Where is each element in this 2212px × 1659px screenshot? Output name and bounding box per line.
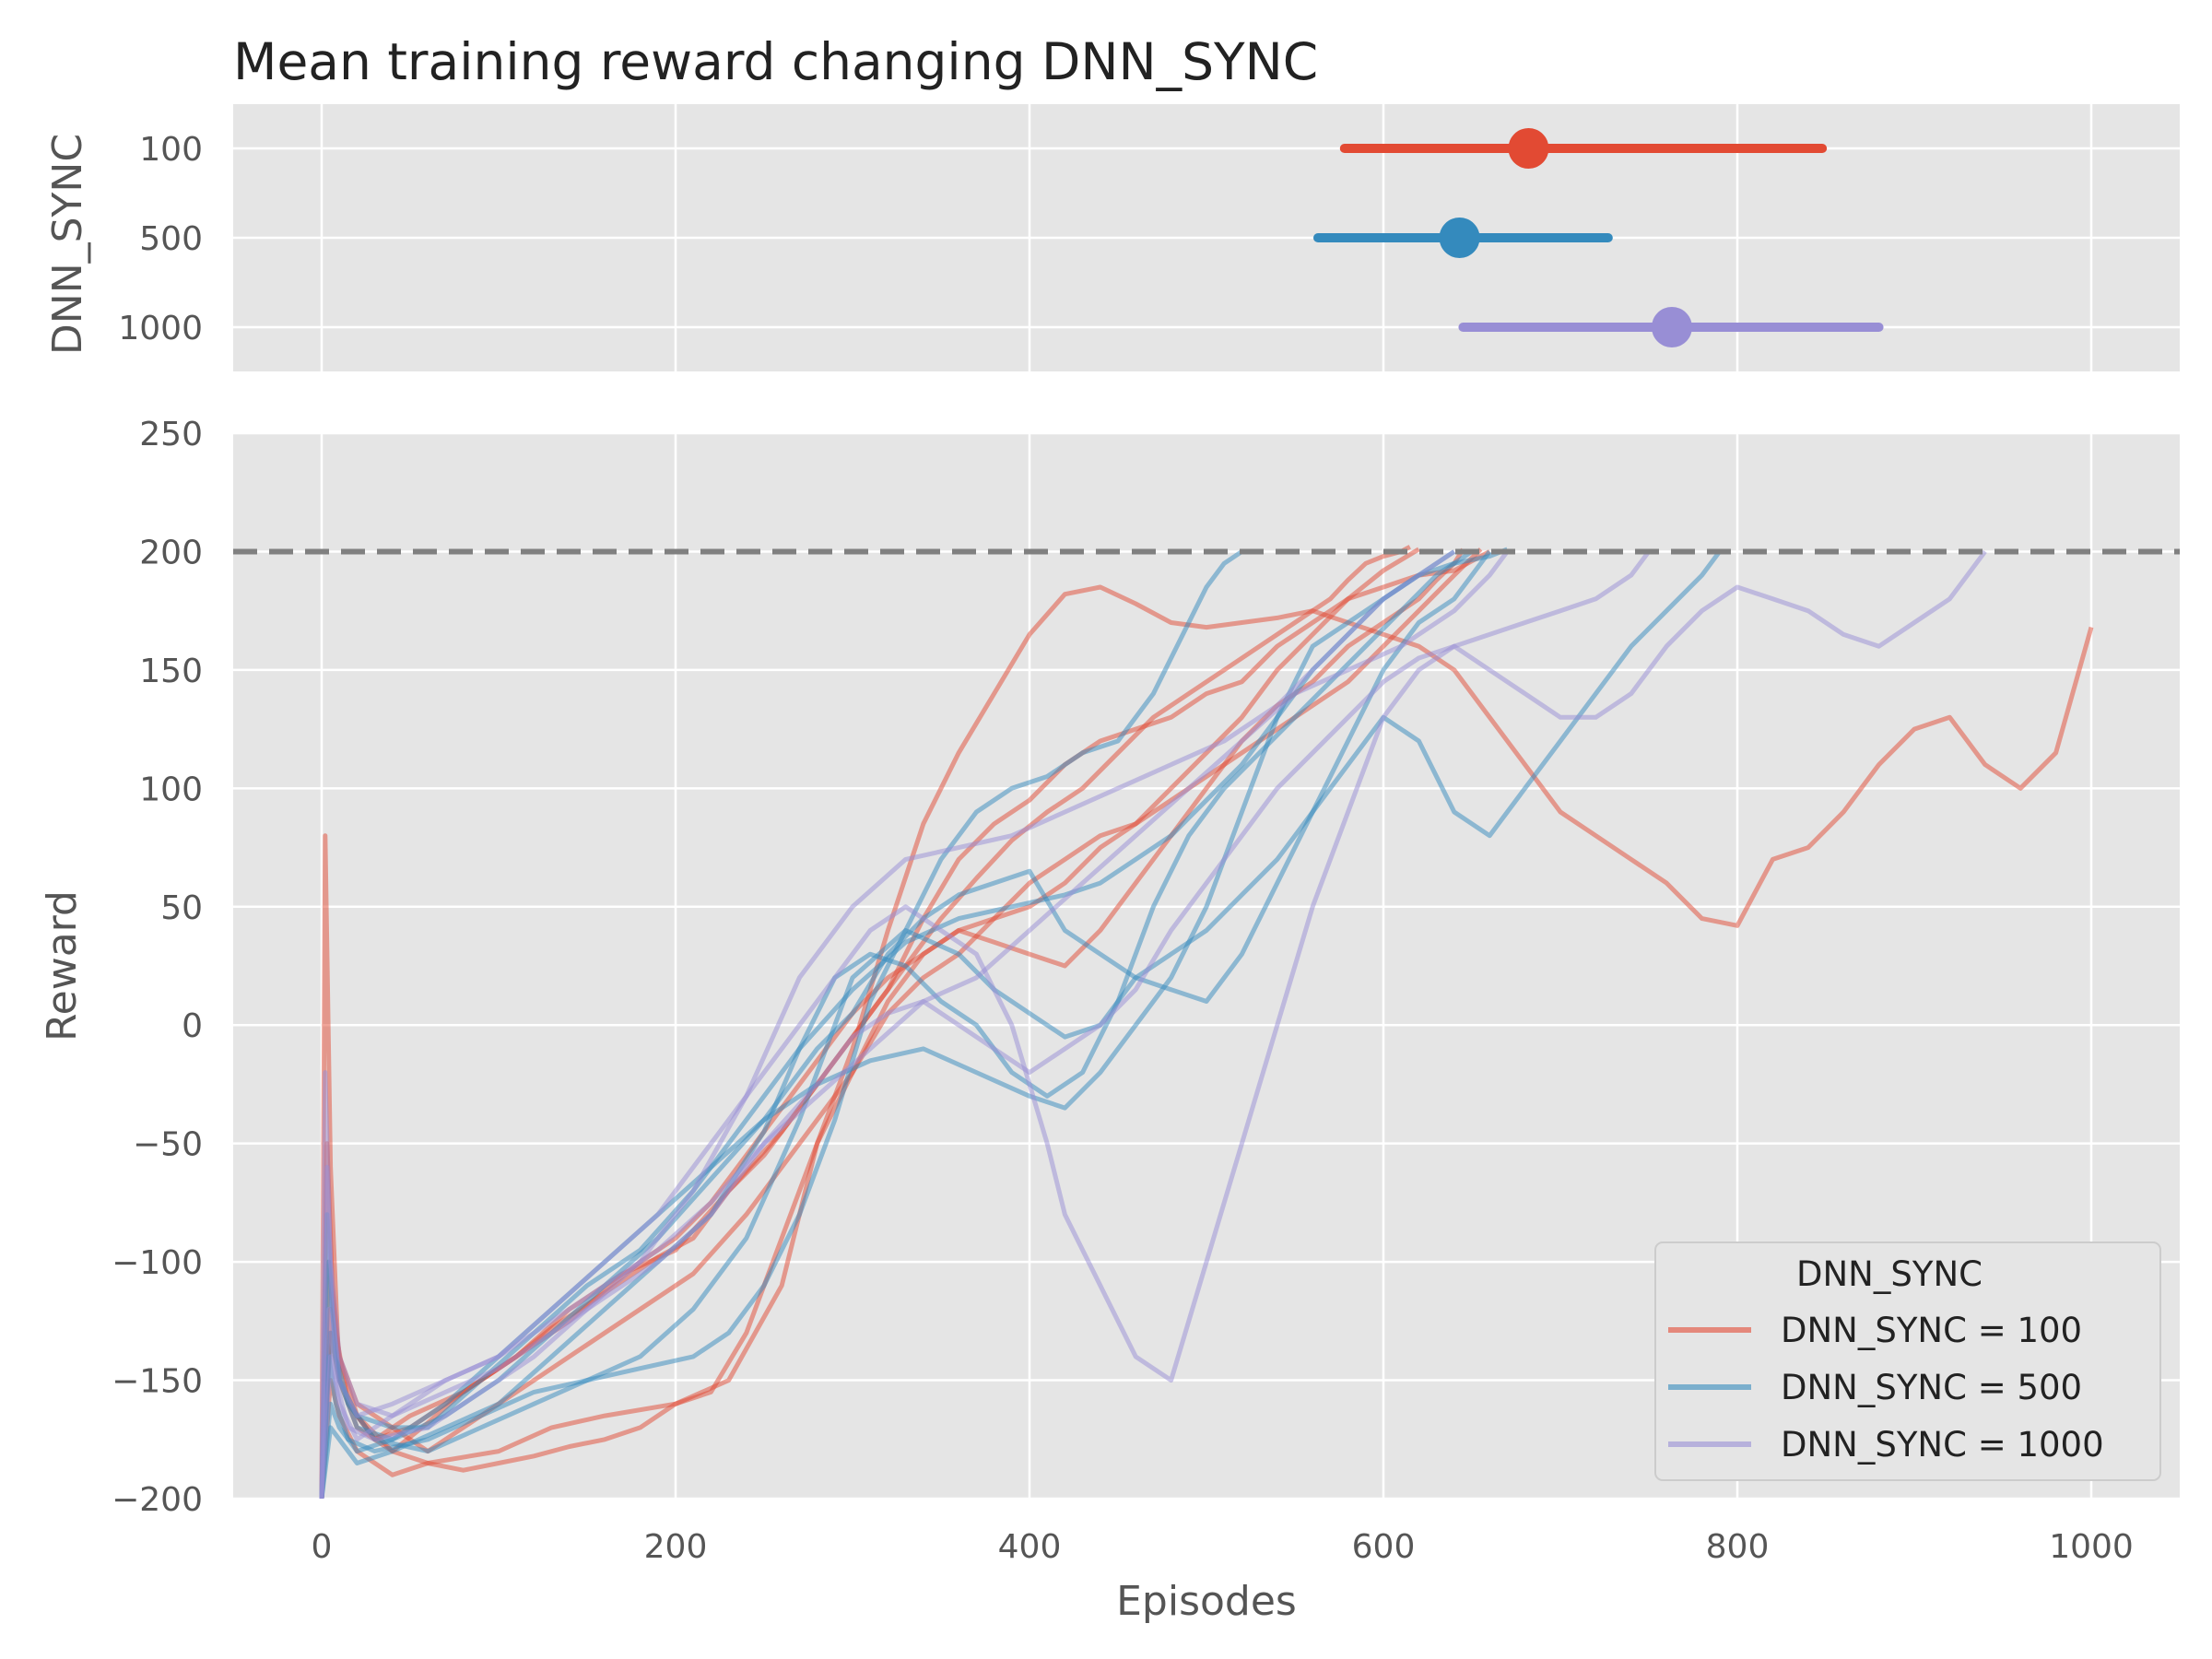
top-point-ranges xyxy=(1312,128,1884,347)
y-tick-150: 150 xyxy=(139,653,203,690)
y-tick-50: 50 xyxy=(160,889,203,927)
legend-box xyxy=(1654,1241,2161,1481)
legend-title: DNN_SYNC xyxy=(1796,1254,1983,1294)
series-line-100-5 xyxy=(319,584,2094,1499)
series-line-1000-13 xyxy=(319,549,1987,1499)
mean-point-100 xyxy=(1508,128,1549,169)
series-line-500-11 xyxy=(319,549,1474,1499)
top-y-axis-label: DNN_SYNC xyxy=(44,134,91,355)
top-y-tick-1000: 1000 xyxy=(118,310,203,347)
series-line-1000-14 xyxy=(319,549,1456,1499)
top-y-tick-labels: 100 500 1000 xyxy=(118,131,203,347)
point-range-panel: 100 500 1000 DNN_SYNC xyxy=(44,104,2180,371)
y-tick--50: −50 xyxy=(133,1126,203,1164)
x-tick-labels: 0 200 400 600 800 1000 xyxy=(312,1528,2134,1566)
legend: DNN_SYNC DNN_SYNC = 100 DNN_SYNC = 500 D… xyxy=(1654,1241,2161,1481)
mean-point-1000 xyxy=(1651,307,1692,347)
x-tick-0: 0 xyxy=(312,1528,333,1566)
x-tick-400: 400 xyxy=(998,1528,1062,1566)
chart-title: Mean training reward changing DNN_SYNC xyxy=(233,32,1318,91)
x-tick-200: 200 xyxy=(644,1528,708,1566)
y-tick-0: 0 xyxy=(182,1007,203,1045)
x-tick-600: 600 xyxy=(1352,1528,1416,1566)
series-line-100-2 xyxy=(319,549,1491,1499)
reward-series-lines xyxy=(319,545,2094,1499)
series-line-1000-15 xyxy=(319,549,1510,1499)
y-tick-200: 200 xyxy=(139,534,203,571)
y-tick-labels: 250 200 150 100 50 0 −50 −100 −150 −200 xyxy=(112,416,203,1519)
y-axis-label: Reward xyxy=(39,890,86,1041)
y-tick-100: 100 xyxy=(139,771,203,808)
y-tick--150: −150 xyxy=(112,1363,203,1401)
x-tick-800: 800 xyxy=(1706,1528,1770,1566)
x-axis-label: Episodes xyxy=(1116,1578,1297,1625)
series-line-100-4 xyxy=(319,547,1420,1499)
x-tick-1000: 1000 xyxy=(2049,1528,2134,1566)
top-y-tick-100: 100 xyxy=(139,131,203,169)
y-tick-250: 250 xyxy=(139,416,203,453)
mean-point-500 xyxy=(1439,218,1480,258)
series-line-500-7 xyxy=(319,549,1722,1499)
legend-entry-1000: DNN_SYNC = 1000 xyxy=(1781,1425,2104,1465)
top-y-tick-500: 500 xyxy=(139,220,203,258)
y-tick--200: −200 xyxy=(112,1481,203,1519)
legend-entry-500: DNN_SYNC = 500 xyxy=(1781,1368,2082,1407)
legend-entry-100: DNN_SYNC = 100 xyxy=(1781,1311,2082,1350)
y-tick--100: −100 xyxy=(112,1244,203,1282)
